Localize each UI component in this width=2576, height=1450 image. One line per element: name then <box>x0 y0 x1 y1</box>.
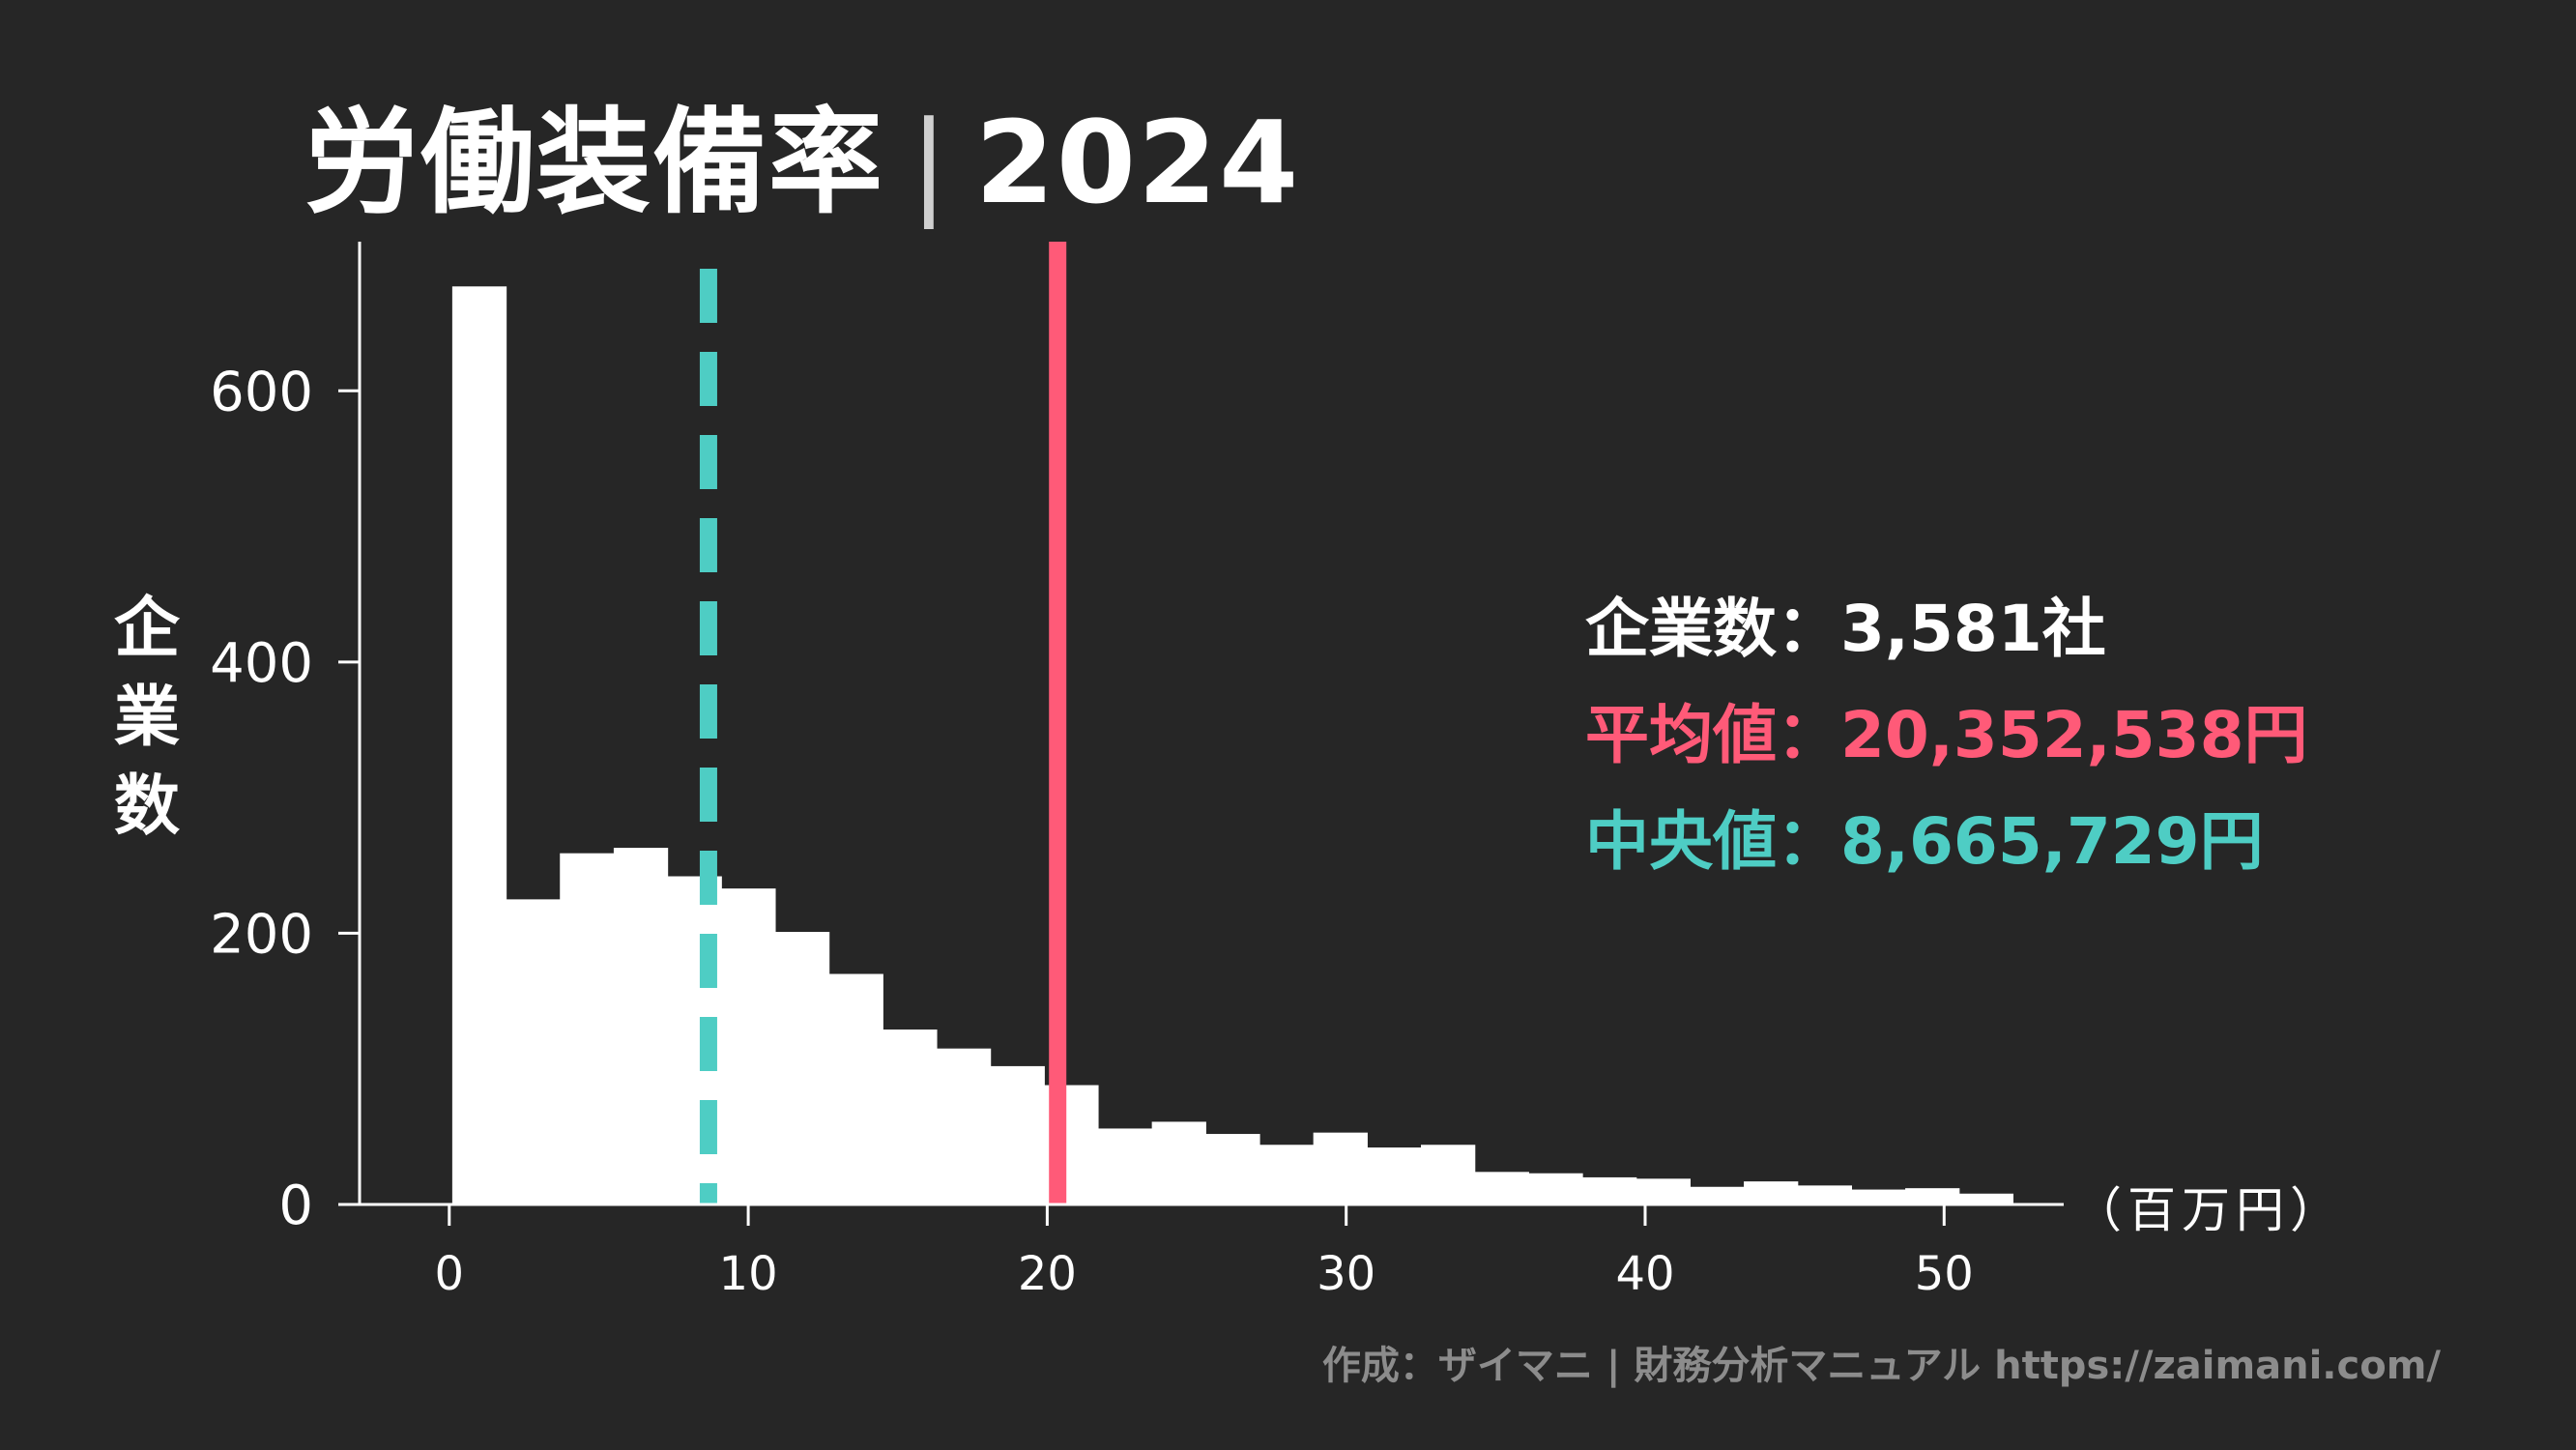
title-year: 2024 <box>974 96 1301 229</box>
histogram-bar-14 <box>1205 1134 1260 1204</box>
median-row: 中央値：8,665,729円 <box>1585 789 2308 895</box>
mean-row: 平均値：20,352,538円 <box>1585 682 2308 789</box>
histogram-bar-28 <box>1958 1193 2014 1204</box>
y-axis-label-char-2: 数 <box>113 768 180 845</box>
histogram-bar-15 <box>1259 1145 1315 1204</box>
y-axis-label-char-1: 業 <box>113 680 180 756</box>
histogram-bar-8 <box>883 1030 938 1204</box>
x-tick-label-10: 10 <box>719 1247 778 1301</box>
y-axis-label: 企業数 <box>108 585 186 852</box>
histogram-bar-12 <box>1097 1128 1153 1204</box>
histogram-bar-10 <box>990 1065 1045 1204</box>
mean-label: 平均値： <box>1585 698 1840 772</box>
x-tick-label-50: 50 <box>1915 1247 1974 1301</box>
x-tick-label-40: 40 <box>1615 1247 1674 1301</box>
x-tick-label-0: 0 <box>435 1247 465 1301</box>
reference-lines <box>699 242 1067 1204</box>
y-tick-label-600: 600 <box>210 361 313 423</box>
histogram-bar-23 <box>1690 1186 1745 1204</box>
histogram-bar-16 <box>1313 1132 1368 1204</box>
histogram-bar-5 <box>721 888 776 1204</box>
y-axis-label-char-0: 企 <box>113 591 180 667</box>
x-tick-label-20: 20 <box>1018 1247 1077 1301</box>
y-tick-label-200: 200 <box>210 903 313 966</box>
title-separator: | <box>910 96 950 229</box>
histogram-bar-17 <box>1367 1147 1422 1204</box>
histogram-bars <box>451 286 2014 1204</box>
mean-value: 20,352,538円 <box>1840 698 2308 772</box>
histogram-bar-24 <box>1744 1181 1799 1204</box>
histogram-bar-27 <box>1905 1188 1960 1204</box>
histogram-bar-25 <box>1797 1185 1852 1204</box>
company-count-value: 3,581社 <box>1840 592 2106 666</box>
histogram-bar-22 <box>1635 1178 1691 1204</box>
y-tick-label-400: 400 <box>210 632 313 695</box>
histogram-bar-13 <box>1151 1121 1206 1204</box>
histogram-bar-7 <box>828 973 883 1204</box>
histogram-bar-19 <box>1474 1172 1529 1204</box>
axes: 0 200 400 600 0 10 20 30 40 50 <box>210 242 2064 1301</box>
credit-text: 作成：ザイマニ | 財務分析マニュアル https://zaimani.com/ <box>1321 1344 2441 1388</box>
histogram-bar-3 <box>613 848 669 1204</box>
x-axis-unit-label: （百万円） <box>2073 1182 2344 1238</box>
page-title: 労働装備率 | 2024 <box>304 70 1300 235</box>
company-count-label: 企業数： <box>1585 592 1840 666</box>
title-text: 労働装備率 <box>304 96 885 229</box>
histogram-bar-0 <box>451 286 507 1204</box>
histogram-bar-6 <box>774 932 830 1204</box>
histogram-bar-20 <box>1528 1173 1583 1204</box>
x-tick-label-30: 30 <box>1317 1247 1375 1301</box>
y-tick-label-0: 0 <box>278 1174 313 1237</box>
histogram-bar-21 <box>1582 1176 1637 1204</box>
histogram-bar-2 <box>560 853 615 1204</box>
histogram-bar-1 <box>506 899 561 1204</box>
histogram-bar-26 <box>1851 1189 1906 1204</box>
median-value: 8,665,729円 <box>1840 804 2264 879</box>
median-label: 中央値： <box>1585 804 1840 879</box>
histogram-bar-9 <box>936 1048 992 1204</box>
company-count-row: 企業数：3,581社 <box>1585 576 2308 682</box>
stats-panel: 企業数：3,581社 平均値：20,352,538円 中央値：8,665,729… <box>1585 576 2308 895</box>
histogram-bar-18 <box>1421 1145 1476 1204</box>
